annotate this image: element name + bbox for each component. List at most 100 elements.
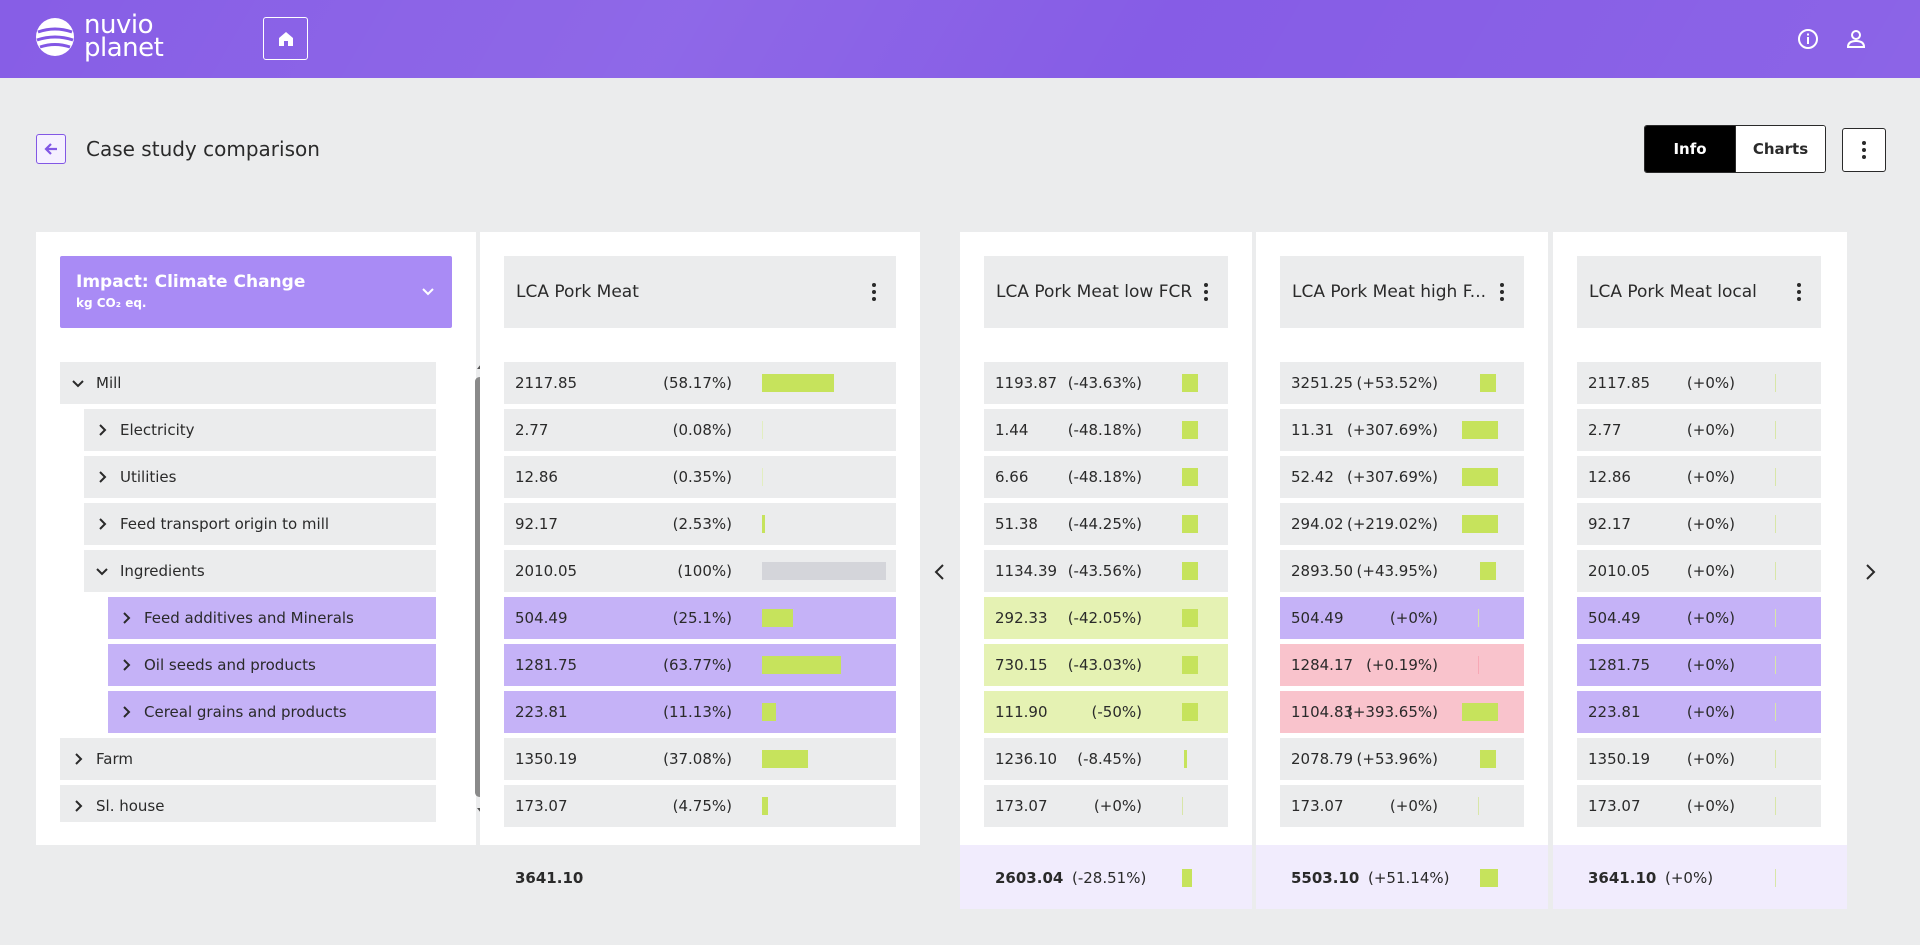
column-header: LCA Pork Meat xyxy=(504,256,896,328)
user-icon[interactable] xyxy=(1844,27,1868,51)
cell-percent: (100%) xyxy=(677,562,732,580)
top-bar: nuvio planet xyxy=(0,0,1920,78)
tree-row-label: Feed additives and Minerals xyxy=(144,609,354,627)
impact-tree-panel: Impact: Climate Change kg CO₂ eq. Mill El… xyxy=(36,232,485,845)
change-bar xyxy=(1775,609,1776,627)
tree-row[interactable]: Farm xyxy=(60,738,436,780)
chevron-right-icon[interactable] xyxy=(94,470,110,484)
change-bar xyxy=(1775,656,1776,674)
info-icon[interactable] xyxy=(1796,27,1820,51)
cell-percent: (-48.18%) xyxy=(1067,421,1142,439)
chevron-right-icon[interactable] xyxy=(118,705,134,719)
cell-value: 223.81 xyxy=(515,703,568,721)
value-cell: 1350.19 (37.08%) xyxy=(504,738,896,780)
value-cell: 2117.85 (58.17%) xyxy=(504,362,896,404)
cell-percent: (+0%) xyxy=(1686,656,1735,674)
column-menu-icon[interactable] xyxy=(1797,283,1801,301)
change-bar xyxy=(1480,374,1496,392)
column-menu-icon[interactable] xyxy=(872,283,876,301)
share-bar xyxy=(762,797,768,815)
tab-charts[interactable]: Charts xyxy=(1735,126,1825,172)
tree-row-label: Oil seeds and products xyxy=(144,656,316,674)
tab-info[interactable]: Info xyxy=(1645,126,1735,172)
column-menu-icon[interactable] xyxy=(1204,283,1208,301)
page-more-button[interactable] xyxy=(1842,128,1886,172)
tree-row-label: Feed transport origin to mill xyxy=(120,515,330,533)
chevron-right-icon[interactable] xyxy=(1862,560,1878,584)
value-cell: 2117.85 (+0%) xyxy=(1577,362,1821,404)
value-cell: 1281.75 (+0%) xyxy=(1577,644,1821,686)
cell-value: 51.38 xyxy=(995,515,1038,533)
value-cell: 3251.25 (+53.52%) xyxy=(1280,362,1524,404)
tree-row[interactable]: Mill xyxy=(60,362,436,404)
change-bar xyxy=(1478,797,1479,815)
comparison-panel-1: LCA Pork Meat low FCR 1193.87 (-43.63%) 1.… xyxy=(960,232,1252,909)
cell-value: 92.17 xyxy=(515,515,558,533)
tree-row[interactable]: Ingredients xyxy=(84,550,436,592)
chevron-right-icon[interactable] xyxy=(94,517,110,531)
chevron-right-icon[interactable] xyxy=(118,611,134,625)
impact-selector[interactable]: Impact: Climate Change kg CO₂ eq. xyxy=(60,256,452,328)
value-cell: 1281.75 (63.77%) xyxy=(504,644,896,686)
value-cell: 1.44 (-48.18%) xyxy=(984,409,1228,451)
change-bar xyxy=(1182,421,1198,439)
cell-value: 173.07 xyxy=(1588,797,1641,815)
cell-value: 1134.39 xyxy=(995,562,1058,580)
chevron-left-icon[interactable] xyxy=(932,560,948,584)
cell-percent: (-8.45%) xyxy=(1077,750,1142,768)
cell-value: 2010.05 xyxy=(1588,562,1651,580)
column-header: LCA Pork Meat low FCR xyxy=(984,256,1228,328)
tree-row[interactable]: Feed transport origin to mill xyxy=(84,503,436,545)
tree-row[interactable]: Utilities xyxy=(84,456,436,498)
cell-value: 12.86 xyxy=(515,468,558,486)
chevron-right-icon[interactable] xyxy=(70,752,86,766)
tree-row[interactable]: Cereal grains and products xyxy=(108,691,436,733)
cell-percent: (-43.03%) xyxy=(1067,656,1142,674)
cell-percent: (+0%) xyxy=(1686,421,1735,439)
tree-row[interactable]: Sl. house xyxy=(60,785,436,822)
change-bar xyxy=(1480,562,1496,580)
cell-percent: (+0%) xyxy=(1686,750,1735,768)
value-cell: 223.81 (+0%) xyxy=(1577,691,1821,733)
chevron-down-icon[interactable] xyxy=(70,376,86,390)
chevron-right-icon[interactable] xyxy=(70,799,86,813)
chevron-right-icon[interactable] xyxy=(118,658,134,672)
logo[interactable]: nuvio planet xyxy=(34,12,164,63)
value-cell: 2.77 (+0%) xyxy=(1577,409,1821,451)
cell-value: 504.49 xyxy=(1588,609,1641,627)
column-menu-icon[interactable] xyxy=(1500,283,1504,301)
total-change-bar xyxy=(1480,869,1498,887)
total-percent: (+0%) xyxy=(1665,869,1714,887)
back-button[interactable] xyxy=(36,134,66,164)
column-header: LCA Pork Meat local xyxy=(1577,256,1821,328)
value-cell: 504.49 (25.1%) xyxy=(504,597,896,639)
logo-mark-icon xyxy=(36,18,74,56)
column-title: LCA Pork Meat low FCR xyxy=(996,282,1193,302)
logo-line-2: planet xyxy=(84,33,164,63)
cell-value: 173.07 xyxy=(995,797,1048,815)
scrollbar[interactable] xyxy=(475,377,484,797)
home-button[interactable] xyxy=(263,17,308,60)
cell-value: 1281.75 xyxy=(1588,656,1651,674)
tree-row[interactable]: Feed additives and Minerals xyxy=(108,597,436,639)
change-bar xyxy=(1775,797,1776,815)
chevron-right-icon[interactable] xyxy=(94,423,110,437)
chevron-down-icon xyxy=(422,288,434,296)
value-cell: 2893.50 (+43.95%) xyxy=(1280,550,1524,592)
tree-row[interactable]: Oil seeds and products xyxy=(108,644,436,686)
total-value: 2603.04 xyxy=(995,869,1064,887)
change-bar xyxy=(1182,609,1198,627)
cell-percent: (+0%) xyxy=(1686,797,1735,815)
value-cell: 6.66 (-48.18%) xyxy=(984,456,1228,498)
change-bar xyxy=(1775,374,1776,392)
tree-row[interactable]: Electricity xyxy=(84,409,436,451)
cell-percent: (+307.69%) xyxy=(1346,468,1438,486)
chevron-down-icon[interactable] xyxy=(94,564,110,578)
tree-row-label: Electricity xyxy=(120,421,195,439)
cell-value: 2010.05 xyxy=(515,562,578,580)
cell-percent: (+0%) xyxy=(1686,468,1735,486)
more-vertical-icon xyxy=(1862,141,1866,159)
cell-percent: (-48.18%) xyxy=(1067,468,1142,486)
cell-value: 111.90 xyxy=(995,703,1048,721)
cell-value: 1193.87 xyxy=(995,374,1058,392)
